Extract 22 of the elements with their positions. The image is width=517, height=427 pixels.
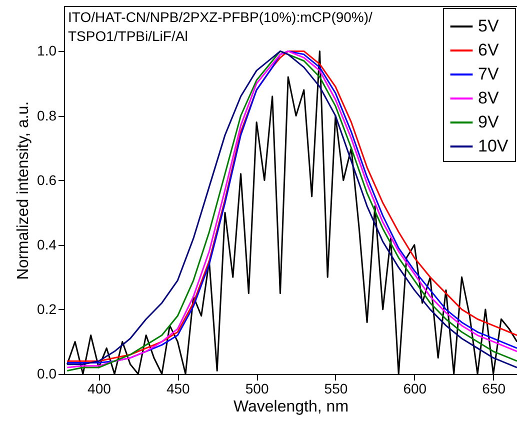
legend-label: 9V [478,112,500,132]
legend-label: 7V [478,64,500,84]
legend-label: 10V [478,136,509,156]
y-tick-label: 0.2 [37,300,57,317]
x-tick-label: 650 [482,380,506,396]
annotation: TSPO1/TPBi/LiF/Al [68,28,188,44]
x-tick-label: 550 [324,380,348,396]
y-tick-label: 0.8 [37,107,57,124]
legend-label: 6V [478,40,500,60]
x-tick-label: 500 [245,380,269,396]
x-axis-title: Wavelength, nm [233,398,349,416]
y-tick-label: 0.6 [37,172,57,188]
legend-label: 5V [478,16,500,36]
x-tick-label: 450 [166,380,190,396]
y-tick-label: 1.0 [37,42,57,59]
legend-label: 8V [478,88,500,108]
y-tick-label: 0.0 [37,366,57,382]
y-tick-label: 0.4 [37,236,57,252]
annotation: ITO/HAT-CN/NPB/2PXZ-PFBP(10%):mCP(90%)/ [68,9,373,25]
y-axis-title: Normalized intensity, a.u. [15,101,32,280]
x-tick-label: 400 [88,380,112,396]
x-tick-label: 600 [403,380,427,396]
